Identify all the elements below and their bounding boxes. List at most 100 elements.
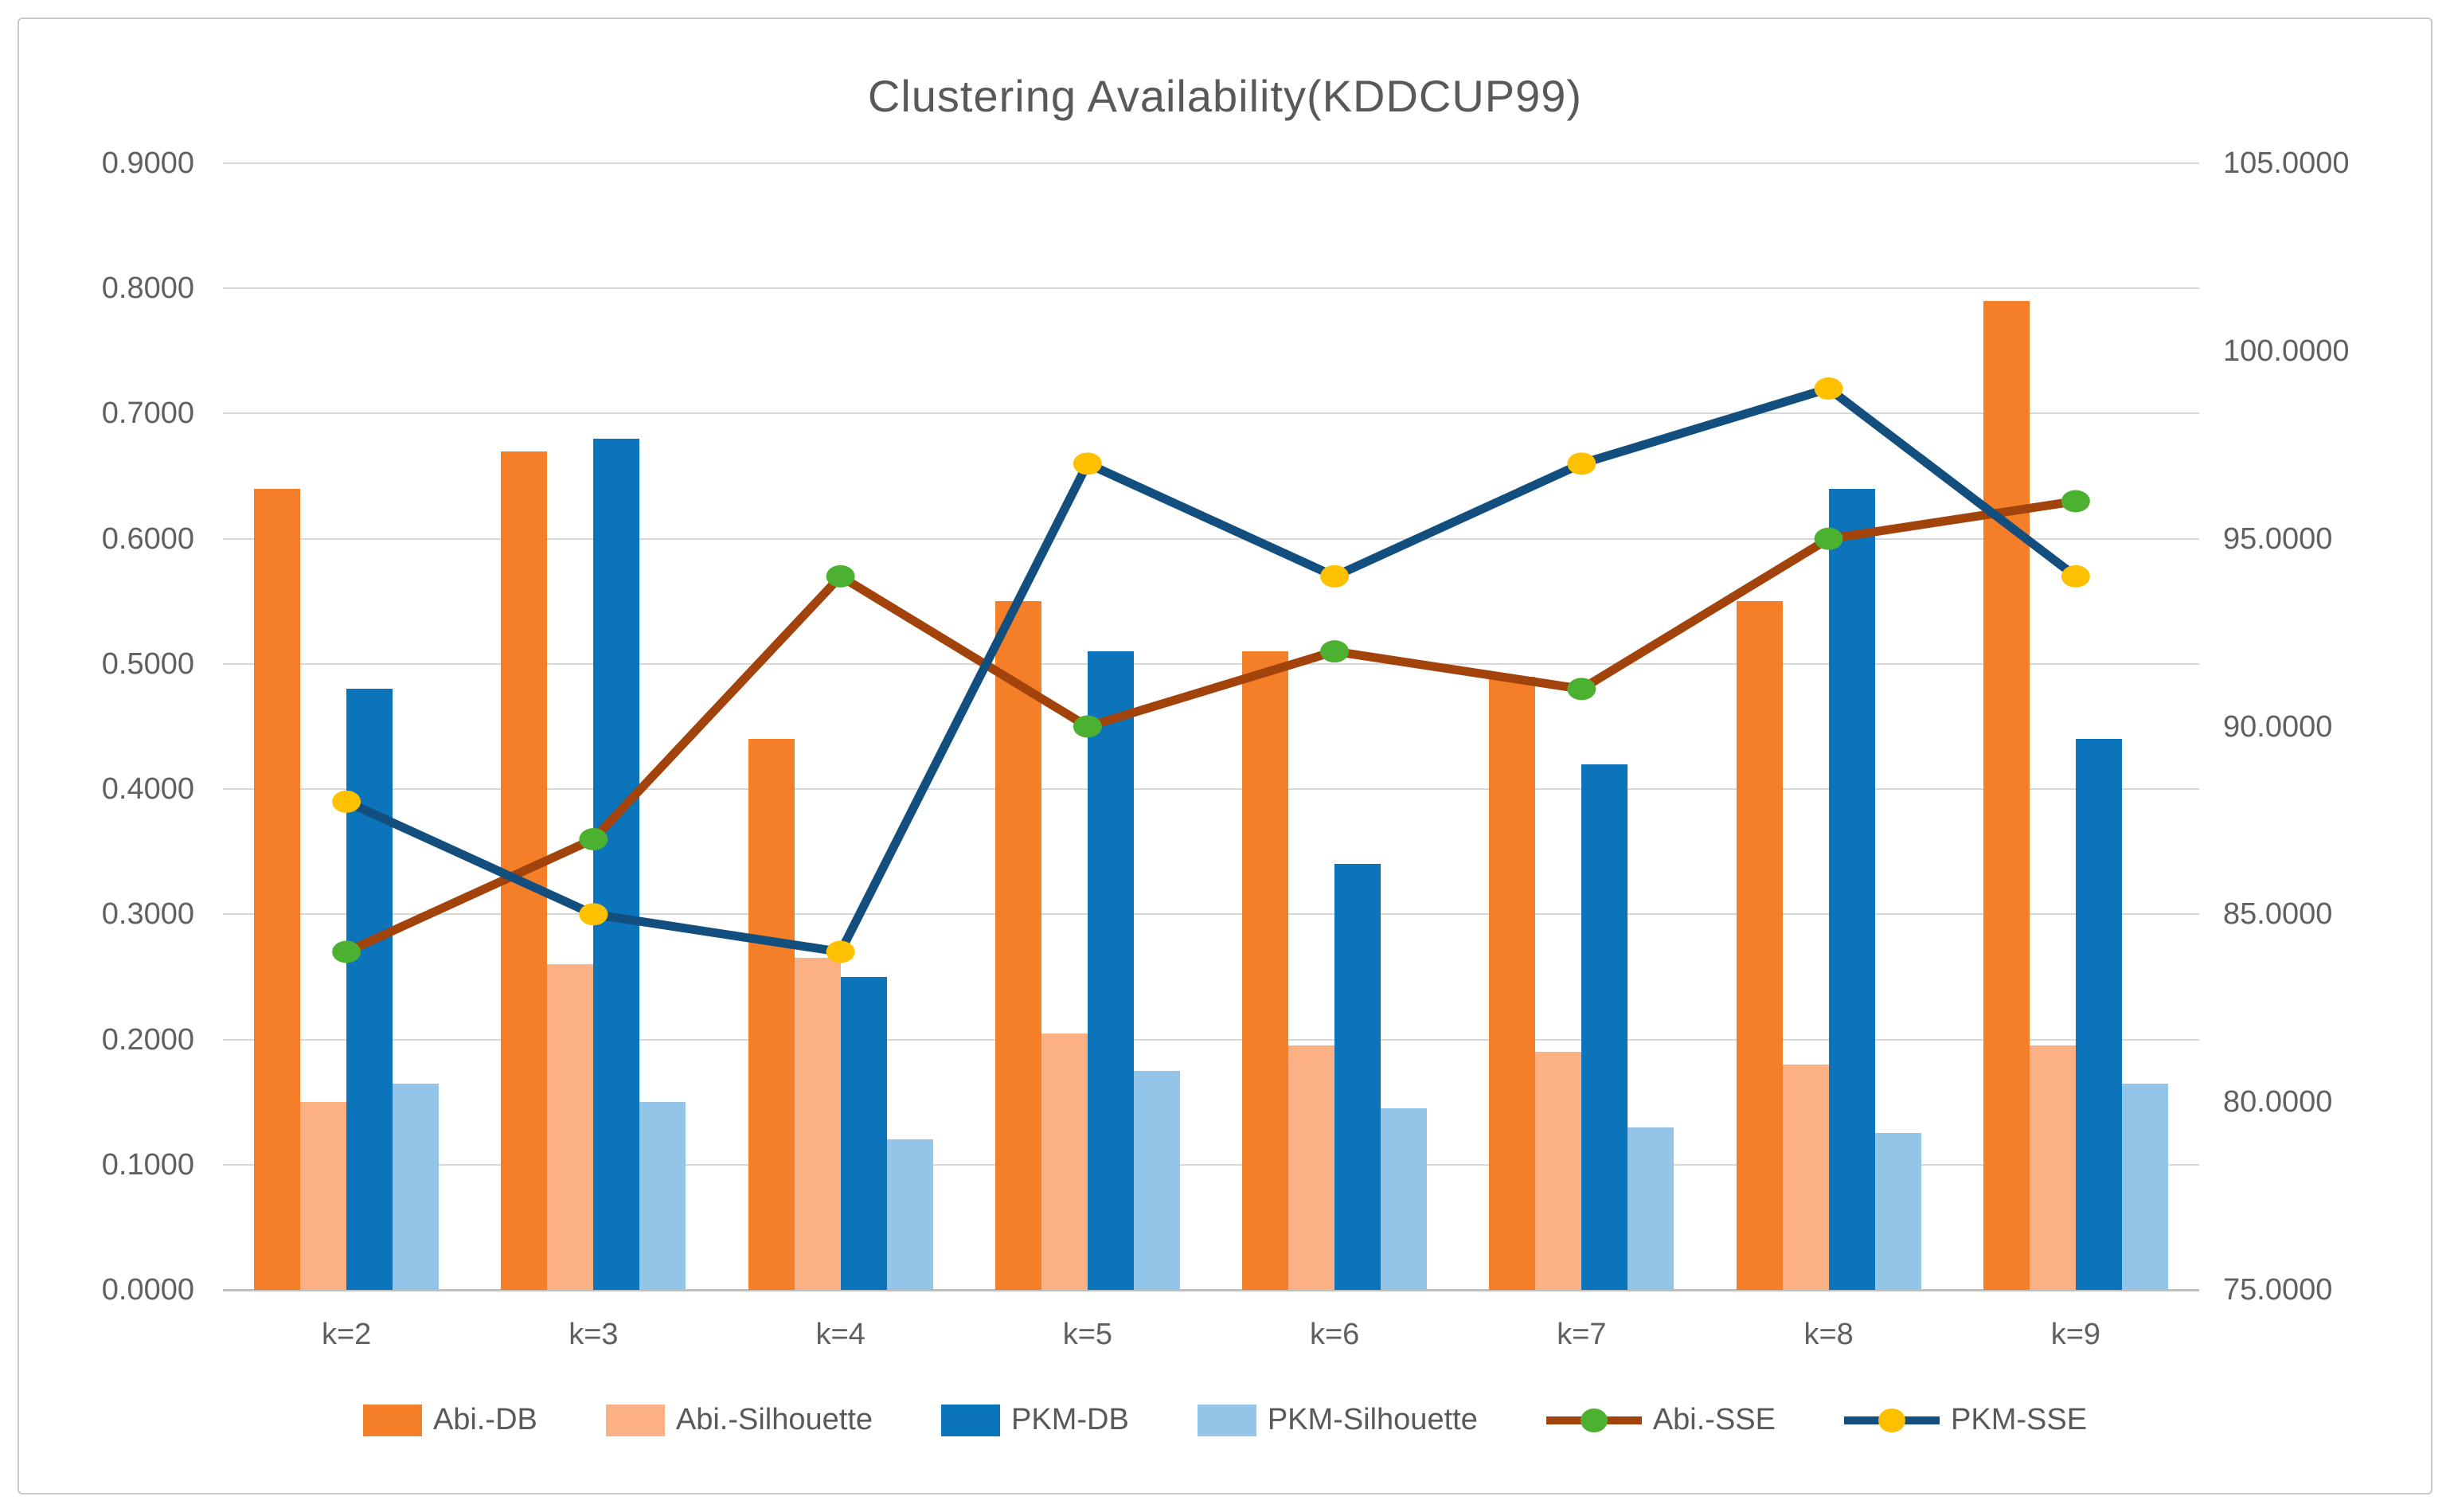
x-axis-label-k-8: k=8 xyxy=(1803,1318,1854,1351)
legend-label-abi-sse: Abi.-SSE xyxy=(1652,1403,1776,1436)
chart-legend: Abi.-DB Abi.-Silhouette PKM-DB PKM-Silhouet… xyxy=(0,1403,2450,1437)
gridline xyxy=(223,1163,2199,1166)
legend-label-abi-db: Abi.-DB xyxy=(432,1403,537,1436)
left-axis-tick: 0.4000 xyxy=(101,772,194,807)
x-axis-label-k-5: k=5 xyxy=(1062,1318,1113,1351)
legend-line-marker xyxy=(1878,1408,1905,1432)
bar-pkm-silhouette-k-7 xyxy=(1627,1127,1674,1290)
left-axis-tick: 0.6000 xyxy=(101,522,194,556)
right-axis-tick: 105.0000 xyxy=(2223,147,2350,180)
bar-pkm-silhouette-k-9 xyxy=(2121,1083,2168,1290)
marker-abi-sse-k-5 xyxy=(1073,715,1102,738)
bar-pkm-silhouette-k-5 xyxy=(1133,1070,1180,1290)
marker-abi-sse-k-6 xyxy=(1320,640,1350,663)
bar-pkm-db-k-2 xyxy=(346,689,393,1290)
legend-item-abi-sse: Abi.-SSE xyxy=(1545,1403,1776,1437)
bar-pkm-silhouette-k-6 xyxy=(1381,1108,1428,1290)
bar-pkm-silhouette-k-4 xyxy=(886,1139,933,1290)
bar-abi-db-k-4 xyxy=(748,739,795,1290)
right-axis-tick: 75.0000 xyxy=(2223,1273,2333,1307)
line-pkm-sse xyxy=(344,383,2079,957)
legend-line-marker xyxy=(1580,1408,1608,1432)
marker-abi-sse-k-4 xyxy=(826,565,855,588)
bar-abi-silhouette-k-3 xyxy=(547,964,594,1290)
legend-label-abi-silhouette: Abi.-Silhouette xyxy=(675,1403,873,1436)
x-axis-label-k-7: k=7 xyxy=(1557,1318,1607,1351)
marker-pkm-sse-k-7 xyxy=(1567,452,1596,475)
marker-pkm-sse-k-9 xyxy=(2061,565,2090,588)
gridline xyxy=(223,788,2199,791)
bar-pkm-db-k-5 xyxy=(1087,651,1134,1290)
legend-swatch-pkm-silhouette xyxy=(1197,1404,1256,1436)
bar-pkm-db-k-8 xyxy=(1828,488,1875,1290)
marker-abi-sse-k-8 xyxy=(1814,527,1843,550)
gridline xyxy=(223,287,2199,290)
left-axis-tick: 0.8000 xyxy=(101,272,194,306)
bar-abi-silhouette-k-2 xyxy=(300,1102,347,1290)
bar-pkm-silhouette-k-3 xyxy=(639,1102,686,1290)
gridline xyxy=(223,662,2199,665)
gridline xyxy=(223,537,2199,540)
left-axis-tick: 0.9000 xyxy=(101,147,194,180)
bar-pkm-db-k-7 xyxy=(1581,764,1628,1290)
bar-pkm-db-k-4 xyxy=(840,976,887,1290)
x-axis-label-k-6: k=6 xyxy=(1309,1318,1360,1351)
legend-swatch-abi-silhouette xyxy=(605,1404,665,1436)
legend-label-pkm-sse: PKM-SSE xyxy=(1951,1403,2088,1436)
bar-abi-silhouette-k-4 xyxy=(794,958,841,1290)
left-axis-tick: 0.2000 xyxy=(101,1022,194,1057)
line-series-layer xyxy=(332,377,2090,963)
bar-pkm-silhouette-k-2 xyxy=(393,1083,440,1290)
x-axis-line xyxy=(223,1289,2199,1291)
marker-pkm-sse-k-2 xyxy=(332,790,361,813)
x-axis-label-k-2: k=2 xyxy=(321,1318,372,1351)
marker-pkm-sse-k-5 xyxy=(1073,452,1102,475)
left-axis-tick: 0.3000 xyxy=(101,897,194,932)
legend-item-abi-db: Abi.-DB xyxy=(362,1403,537,1437)
bar-pkm-db-k-6 xyxy=(1334,864,1381,1290)
legend-item-pkm-sse: PKM-SSE xyxy=(1844,1403,2087,1437)
right-axis-tick: 85.0000 xyxy=(2223,897,2333,932)
bar-abi-db-k-2 xyxy=(254,488,301,1290)
marker-abi-sse-k-3 xyxy=(579,828,608,850)
right-axis-tick: 100.0000 xyxy=(2223,334,2350,368)
left-axis-tick: 0.5000 xyxy=(101,647,194,681)
bar-abi-silhouette-k-7 xyxy=(1535,1052,1582,1290)
right-axis-tick: 90.0000 xyxy=(2223,709,2333,744)
plot-area xyxy=(223,162,2199,1291)
bar-abi-db-k-7 xyxy=(1489,676,1536,1290)
legend-item-pkm-silhouette: PKM-Silhouette xyxy=(1197,1403,1478,1437)
legend-swatch-pkm-db xyxy=(941,1404,1001,1436)
marker-pkm-sse-k-8 xyxy=(1814,377,1843,400)
marker-pkm-sse-k-3 xyxy=(579,903,608,926)
legend-item-pkm-db: PKM-DB xyxy=(941,1403,1129,1437)
chart-title: Clustering Availability(KDDCUP99) xyxy=(867,71,1583,121)
x-axis-label-k-4: k=4 xyxy=(815,1318,866,1351)
right-axis-tick: 80.0000 xyxy=(2223,1085,2333,1119)
bar-pkm-silhouette-k-8 xyxy=(1874,1133,1921,1290)
x-axis-label-k-9: k=9 xyxy=(2050,1318,2101,1351)
marker-abi-sse-k-9 xyxy=(2061,490,2090,513)
gridline xyxy=(223,412,2199,415)
left-axis-tick: 0.7000 xyxy=(101,397,194,431)
x-axis-label-k-3: k=3 xyxy=(569,1318,619,1351)
gridline xyxy=(223,913,2199,916)
bar-abi-db-k-5 xyxy=(994,601,1041,1290)
bar-abi-db-k-8 xyxy=(1736,601,1783,1290)
bar-abi-silhouette-k-9 xyxy=(2029,1045,2076,1290)
bar-pkm-db-k-3 xyxy=(593,438,640,1290)
chart-frame xyxy=(18,18,2432,1494)
bar-abi-silhouette-k-6 xyxy=(1288,1045,1335,1290)
legend-label-pkm-db: PKM-DB xyxy=(1011,1403,1129,1436)
bar-abi-db-k-6 xyxy=(1242,651,1289,1290)
bar-abi-db-k-9 xyxy=(1983,300,2030,1290)
marker-abi-sse-k-2 xyxy=(332,940,361,963)
marker-abi-sse-k-7 xyxy=(1567,678,1596,701)
gridline xyxy=(223,162,2199,165)
bar-pkm-db-k-9 xyxy=(2075,739,2122,1290)
gridline xyxy=(223,1038,2199,1041)
legend-line-sample-abi-sse xyxy=(1545,1405,1642,1436)
bar-abi-silhouette-k-5 xyxy=(1041,1033,1088,1290)
line-abi-sse xyxy=(344,497,2077,956)
